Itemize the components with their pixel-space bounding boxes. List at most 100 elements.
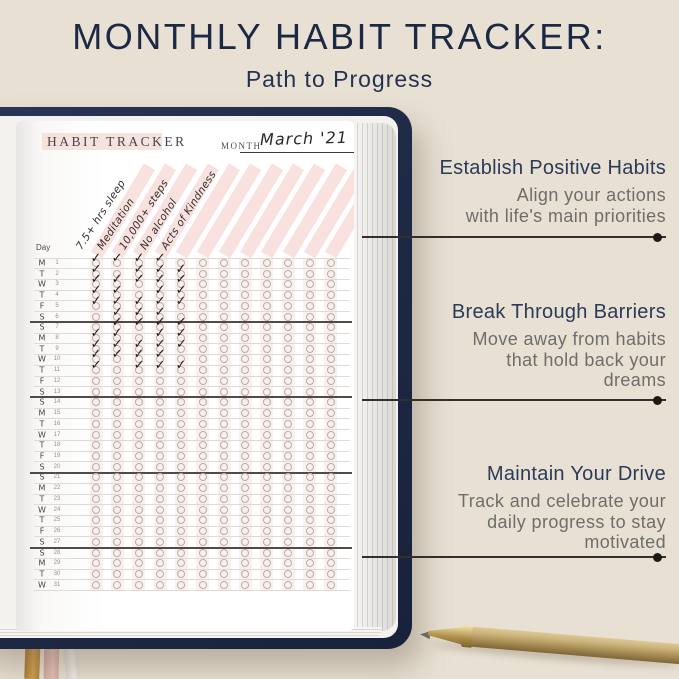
day-letter: S — [39, 537, 45, 547]
habit-cell-circle — [134, 280, 143, 289]
day-letter: F — [39, 301, 45, 311]
habit-checkmark: ✓ — [175, 357, 188, 374]
habit-cell-circle — [113, 580, 122, 589]
habit-cell-circle — [177, 559, 186, 568]
habit-cell-circle — [177, 430, 186, 439]
habit-cell-circle — [241, 494, 250, 503]
habit-cell-circle — [113, 312, 122, 321]
day-letter: F — [39, 451, 45, 461]
habit-cell-circle — [92, 344, 100, 353]
habit-cell-circle — [262, 580, 271, 589]
habit-cell-circle — [113, 505, 122, 514]
habit-cell-circle — [92, 484, 100, 493]
habit-cell-circle — [113, 269, 122, 278]
habit-cell-circle — [284, 473, 293, 482]
habit-cell-circle — [262, 430, 271, 439]
habit-cell-circle — [134, 516, 143, 525]
habit-cell-circle — [198, 323, 207, 332]
connector-line — [362, 399, 666, 401]
habit-cell-circle — [284, 355, 293, 364]
habit-cell-circle — [113, 484, 122, 493]
habit-cell-circle — [305, 323, 314, 332]
annotation-body-line: that hold back your — [506, 349, 666, 370]
habit-cell-circle — [92, 516, 100, 525]
annotation-block: Establish Positive Habits Align your acti… — [440, 157, 666, 226]
habit-cell-circle — [134, 366, 143, 375]
habit-cell-circle — [326, 548, 335, 557]
habit-cell-circle — [305, 441, 314, 450]
day-letter: W — [38, 580, 46, 590]
habit-cell-circle — [156, 537, 165, 546]
habit-cell-circle — [305, 376, 314, 385]
day-letter: T — [39, 365, 45, 375]
date-number: 17 — [53, 431, 61, 438]
day-letter: M — [38, 483, 46, 493]
habit-cell-circle — [177, 473, 186, 482]
habit-cell-circle — [262, 258, 271, 267]
habit-cell-circle — [220, 537, 229, 546]
habit-cell-circle — [262, 537, 271, 546]
annotation-body-line: daily progress to stay — [487, 511, 666, 532]
habit-cell-circle — [198, 387, 207, 396]
habit-cell-circle — [92, 269, 100, 278]
date-number: 14 — [53, 399, 61, 406]
row-line — [34, 364, 350, 366]
habit-cell-circle — [156, 570, 165, 579]
habit-cell-circle — [284, 548, 293, 557]
habit-cell-circle — [241, 441, 250, 450]
habit-cell-circle — [241, 516, 250, 525]
habit-cell-circle — [305, 430, 314, 439]
habit-cell-circle — [156, 258, 165, 267]
habit-cell-circle — [326, 452, 335, 460]
habit-cell-circle — [262, 312, 271, 321]
habit-cell-circle — [262, 269, 271, 278]
habit-cell-circle — [92, 398, 100, 407]
habit-cell-circle — [305, 291, 314, 300]
habit-cell-circle — [326, 537, 335, 546]
habit-cell-circle — [284, 409, 293, 418]
date-number: 23 — [53, 495, 61, 502]
habit-cell-circle — [134, 312, 143, 321]
habit-cell-circle — [134, 398, 143, 407]
habit-cell-circle — [113, 419, 122, 428]
habit-cell-circle — [241, 419, 250, 428]
habit-cell-circle — [241, 537, 250, 546]
habit-cell-circle — [134, 537, 143, 546]
habit-cell-circle — [198, 333, 207, 342]
habit-cell-circle — [177, 355, 186, 364]
habit-cell-circle — [241, 269, 250, 278]
habit-cell-circle — [113, 323, 122, 332]
habit-cell-circle — [113, 494, 122, 503]
habit-cell-circle — [113, 473, 122, 482]
habit-cell-circle — [92, 355, 100, 364]
row-line — [34, 504, 350, 506]
habit-cell-circle — [241, 291, 250, 300]
habit-cell-circle — [284, 505, 293, 514]
habit-cell-circle — [113, 516, 122, 525]
habit-cell-circle — [326, 312, 335, 321]
date-number: 10 — [53, 356, 61, 363]
habit-cell-circle — [156, 580, 165, 589]
habit-cell-circle — [220, 398, 229, 407]
habit-cell-circle — [92, 301, 100, 310]
habit-cell-circle — [305, 280, 314, 289]
habit-cell-circle — [326, 409, 335, 418]
habit-cell-circle — [134, 333, 143, 342]
habit-cell-circle — [262, 387, 271, 396]
habit-cell-circle — [198, 280, 207, 289]
habit-cell-circle — [284, 387, 293, 396]
habit-cell-circle — [177, 258, 186, 267]
habit-cell-circle — [326, 462, 335, 471]
day-letter: W — [38, 354, 46, 364]
habit-cell-circle — [113, 548, 122, 557]
habit-cell-circle — [198, 516, 207, 525]
habit-cell-circle — [305, 333, 314, 342]
habit-cell-circle — [92, 505, 100, 514]
annotation-heading: Break Through Barriers — [451, 301, 666, 323]
habit-cell-circle — [198, 452, 207, 460]
week-divider-line — [30, 471, 352, 474]
annotation-body-line: motivated — [584, 532, 666, 552]
habit-cell-circle — [113, 376, 122, 385]
day-letter: M — [38, 408, 46, 418]
connector-dot — [653, 395, 662, 405]
